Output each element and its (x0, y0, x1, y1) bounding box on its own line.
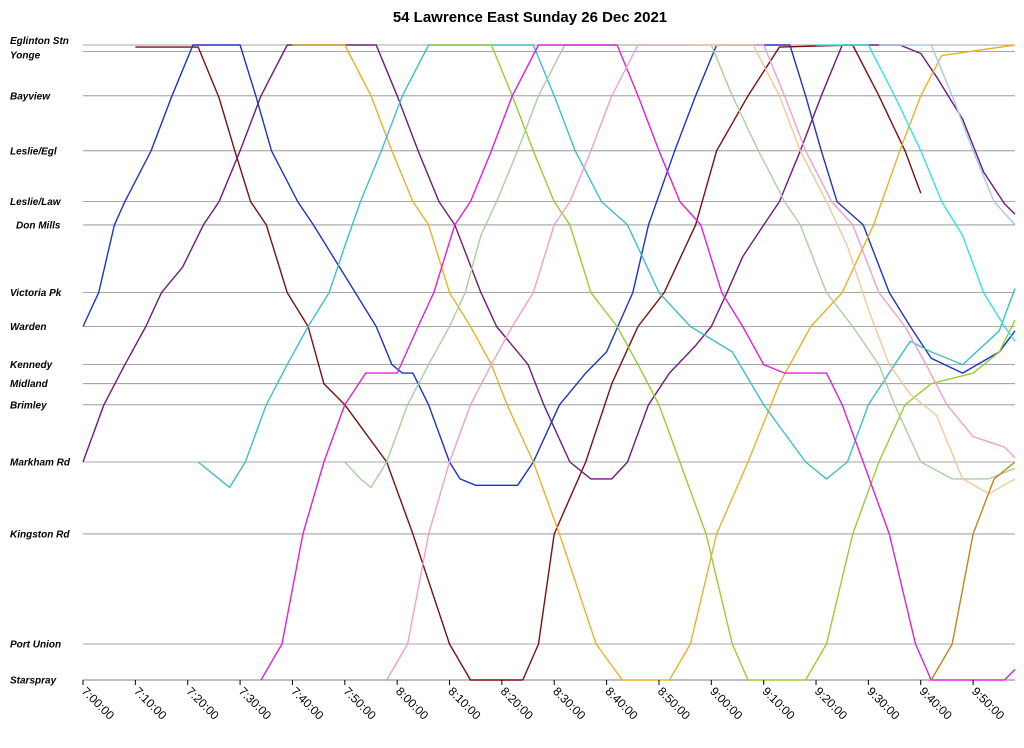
stop-label: Kennedy (10, 360, 53, 371)
x-tick-label: 9:40:00 (917, 684, 955, 722)
stop-label: Markham Rd (10, 457, 71, 468)
x-tick-label: 7:50:00 (341, 684, 379, 722)
x-tick-label: 9:50:00 (969, 684, 1007, 722)
trip-line (292, 44, 1016, 681)
x-tick-label: 9:10:00 (760, 684, 798, 722)
trip-line (82, 44, 1016, 486)
x-tick-label: 9:00:00 (707, 684, 745, 722)
x-tick-label: 7:10:00 (131, 684, 169, 722)
trip-line (135, 44, 922, 681)
chart-title: 54 Lawrence East Sunday 26 Dec 2021 (393, 9, 667, 26)
x-tick-label: 8:30:00 (550, 684, 588, 722)
stop-label: Yonge (10, 50, 41, 61)
stop-label: Warden (10, 322, 47, 333)
trip-line (690, 44, 1016, 495)
trip-line (816, 44, 1016, 342)
trip-line (197, 44, 1016, 489)
x-tick-label: 9:30:00 (864, 684, 902, 722)
stop-label: Bayview (10, 91, 51, 102)
stop-label: Eglinton Stn (10, 36, 69, 47)
stop-label: Victoria Pk (10, 288, 62, 299)
stop-label: Leslie/Law (10, 197, 62, 208)
stop-label: Don Mills (16, 220, 61, 231)
x-tick-label: 8:20:00 (498, 684, 536, 722)
x-tick-label: 7:40:00 (288, 684, 326, 722)
stop-label: Starspray (10, 676, 57, 687)
stop-label: Leslie/Egl (10, 146, 57, 157)
stop-label: Kingston Rd (10, 529, 70, 540)
trip-lines (82, 44, 1016, 681)
stop-labels: Eglinton Stn Yonge Bayview Leslie/Egl Leslie… (10, 36, 71, 687)
x-tick-label: 8:00:00 (393, 684, 431, 722)
x-tick-label: 7:00:00 (79, 684, 117, 722)
x-tick-label: 9:20:00 (812, 684, 850, 722)
stop-label: Brimley (10, 400, 47, 411)
stop-gridlines (83, 44, 1015, 681)
x-tick-label: 7:30:00 (236, 684, 274, 722)
trip-line (878, 44, 1016, 226)
trip-line (428, 44, 1016, 681)
trip-line (386, 44, 1016, 681)
trip-line (260, 44, 1016, 681)
stop-label: Midland (10, 379, 49, 390)
x-axis: 7:00:00 7:10:00 7:20:00 7:30:00 7:40:00 7:50:… (79, 680, 1007, 723)
x-tick-label: 8:40:00 (602, 684, 640, 722)
trip-line (930, 461, 1016, 681)
stop-label: Port Union (10, 640, 61, 651)
x-tick-label: 8:10:00 (445, 684, 483, 722)
x-tick-label: 8:50:00 (655, 684, 693, 722)
x-tick-label: 7:20:00 (184, 684, 222, 722)
